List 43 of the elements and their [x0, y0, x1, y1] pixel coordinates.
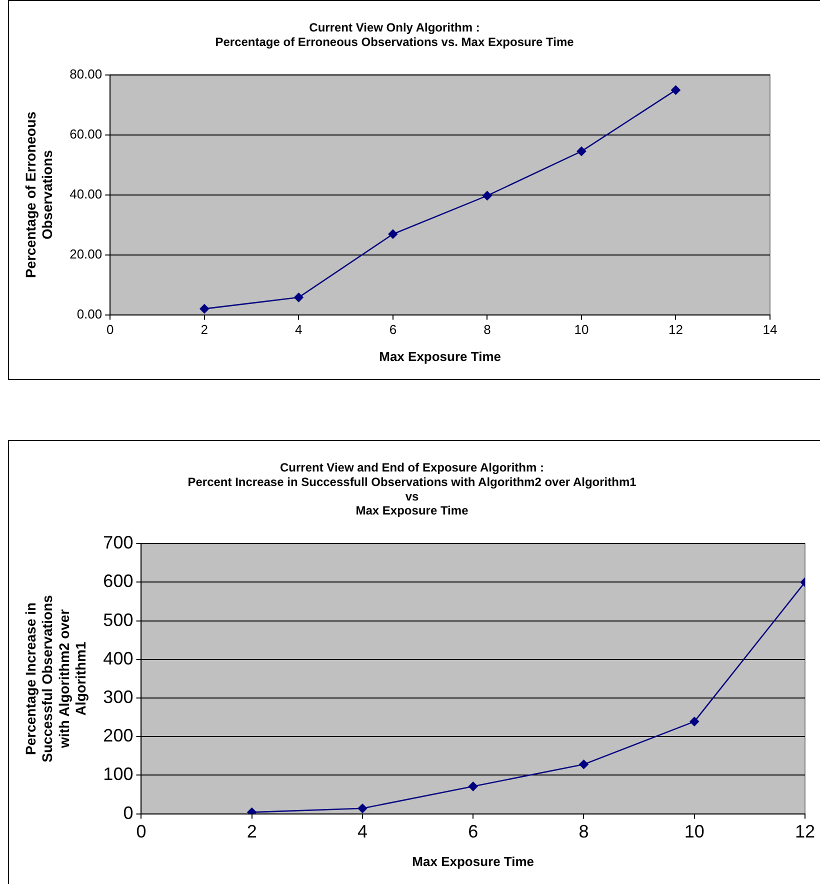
- y-tick-label: 200: [103, 726, 134, 746]
- x-tick-label: 10: [684, 822, 704, 842]
- y-tick-label: 400: [103, 648, 134, 668]
- x-tick-label: 14: [762, 322, 778, 338]
- y-tick-label: 300: [103, 686, 134, 707]
- x-tick-label: 4: [295, 322, 302, 338]
- x-axis-title: Max Exposure Time: [379, 348, 502, 364]
- x-tick-label: 12: [668, 322, 683, 338]
- y-axis-title: Percentage Increase in Successful Observations with Algorithm2 over Algorithm1: [22, 594, 89, 762]
- y-tick-label: 80.00: [70, 66, 102, 82]
- point: [579, 760, 588, 770]
- x-axis-title: Max Exposure Time: [412, 854, 534, 869]
- y-tick-label: 20.00: [70, 246, 102, 262]
- x-tick-label: 4: [357, 822, 368, 842]
- y-tick-label: 100: [103, 764, 134, 784]
- x-tick-label: 2: [246, 822, 257, 842]
- x-tick-label: 6: [389, 322, 397, 338]
- point: [294, 292, 304, 302]
- chart-title: Current View and End of Exposure Algorithm : Percent Increase in Successfull Observations with Algorithm2 over Algorithm1 vs Max Exposure Time: [188, 460, 637, 518]
- y-tick-label: 500: [103, 610, 134, 630]
- point: [690, 716, 700, 726]
- y-tick-label: 40.00: [70, 186, 102, 202]
- point: [576, 146, 586, 156]
- x-tick-label: 12: [794, 822, 816, 842]
- point: [482, 191, 492, 200]
- y-tick-label: 0.00: [76, 306, 102, 322]
- y-tick-label: 700: [103, 532, 134, 553]
- y-tick-label: 60.00: [70, 126, 102, 142]
- x-tick-label: 10: [574, 322, 589, 338]
- x-tick-label: 8: [484, 322, 491, 338]
- point: [388, 229, 398, 239]
- x-tick-label: 2: [200, 322, 208, 338]
- point: [358, 804, 368, 814]
- x-tick-label: 6: [468, 822, 478, 842]
- point: [671, 85, 680, 95]
- x-tick-label: 8: [578, 822, 589, 842]
- y-tick-label: 600: [103, 571, 134, 592]
- y-axis-title: Percentage of Erroneous Observations: [22, 111, 56, 278]
- chart-title: Current View Only Algorithm : Percentage of Erroneous Observations vs. Max Exposure Time: [215, 20, 574, 49]
- y-tick-label: 0: [123, 802, 134, 823]
- x-tick-label: 0: [136, 822, 146, 842]
- point: [200, 304, 210, 314]
- point: [468, 782, 478, 792]
